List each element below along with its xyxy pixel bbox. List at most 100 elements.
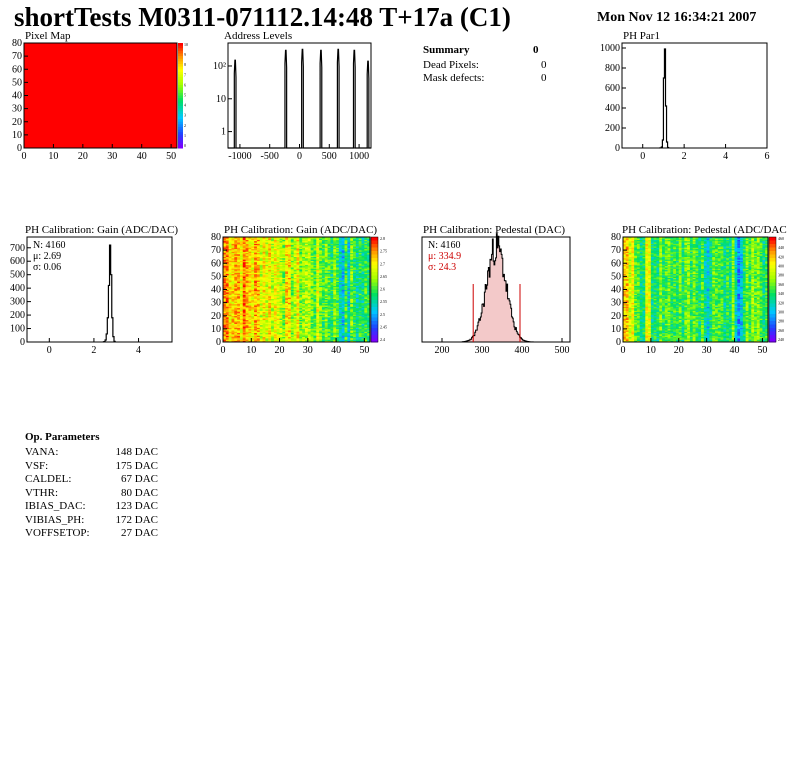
heatmap-cell	[341, 328, 345, 331]
heatmap-cell	[282, 296, 286, 298]
heatmap-cell	[254, 256, 258, 259]
heatmap-cell	[319, 289, 323, 292]
heatmap-cell	[279, 246, 283, 248]
heatmap-cell	[225, 265, 229, 268]
heatmap-cell	[631, 238, 635, 240]
heatmap-cell	[239, 269, 244, 272]
palette-cell	[371, 310, 378, 315]
heatmap-cell	[307, 281, 311, 284]
heatmap-cell	[259, 255, 263, 257]
heatmap-cell	[623, 321, 627, 323]
heatmap-cell	[259, 296, 263, 298]
heatmap-cell	[304, 305, 309, 307]
heatmap-cell	[282, 310, 286, 313]
heatmap-cell	[265, 284, 269, 286]
heatmap-cell	[245, 326, 249, 328]
heatmap-cell	[333, 277, 337, 280]
heatmap-cell	[341, 244, 345, 247]
heatmap-cell	[223, 330, 227, 332]
heatmap-cell	[279, 301, 283, 303]
heatmap-cell	[228, 293, 232, 296]
heatmap-cell	[288, 298, 292, 301]
heatmap-cell	[237, 289, 241, 292]
heatmap-cell	[265, 255, 269, 257]
heatmap-cell	[239, 272, 244, 275]
heatmap-cell	[288, 285, 292, 288]
heatmap-cell	[288, 313, 292, 315]
heatmap-cell	[367, 331, 371, 334]
heatmap-cell	[355, 313, 359, 315]
heatmap-cell	[307, 301, 311, 303]
heatmap-cell	[347, 239, 351, 242]
heatmap-cell	[350, 301, 354, 303]
heatmap-cell	[324, 281, 328, 284]
heatmap-cell	[631, 279, 635, 281]
heatmap-cell	[307, 277, 311, 280]
heatmap-cell	[634, 264, 638, 267]
heatmap-cell	[324, 267, 328, 269]
heatmap-cell	[239, 271, 244, 273]
heatmap-cell	[364, 238, 368, 240]
heatmap-cell	[338, 309, 343, 311]
heatmap-cell	[623, 263, 627, 265]
heatmap-cell	[245, 280, 249, 282]
heatmap-cell	[338, 267, 343, 269]
heatmap-cell	[234, 254, 238, 256]
heatmap-cell	[358, 317, 362, 319]
ph-par1-histogram	[659, 48, 670, 149]
heatmap-cell	[262, 339, 266, 341]
heatmap-cell	[350, 268, 354, 271]
heatmap-cell	[639, 324, 643, 327]
heatmap-cell	[333, 280, 337, 282]
heatmap-cell	[330, 252, 334, 255]
heatmap-cell	[324, 290, 328, 293]
summary-dead-pixels-value: 0	[541, 59, 547, 71]
heatmap-cell	[288, 340, 292, 343]
heatmap-cell	[268, 306, 272, 309]
heatmap-cell	[367, 340, 371, 343]
heatmap-cell	[333, 237, 337, 239]
heatmap-cell	[327, 244, 331, 247]
heatmap-cell	[361, 285, 365, 288]
heatmap-cell	[228, 334, 232, 336]
heatmap-cell	[353, 321, 357, 323]
heatmap-cell	[223, 309, 227, 311]
heatmap-cell	[225, 248, 229, 251]
heatmap-cell	[285, 281, 289, 284]
heatmap-cell	[256, 239, 261, 242]
heatmap-cell	[271, 271, 275, 273]
heatmap-cell	[327, 302, 331, 305]
heatmap-cell	[344, 252, 348, 255]
heatmap-cell	[353, 331, 357, 334]
heatmap-cell	[631, 240, 635, 243]
heatmap-cell	[245, 317, 249, 319]
heatmap-cell	[242, 307, 246, 310]
heatmap-cell	[234, 277, 238, 280]
heatmap-cell	[268, 279, 272, 281]
heatmap-cell	[631, 306, 635, 309]
heatmap-cell	[324, 238, 328, 240]
heatmap-cell	[628, 301, 632, 303]
heatmap-cell	[330, 297, 334, 299]
heatmap-cell	[631, 288, 635, 290]
heatmap-cell	[223, 321, 227, 323]
heatmap-cell	[290, 335, 294, 338]
heatmap-cell	[330, 327, 334, 330]
heatmap-cell	[223, 303, 227, 306]
heatmap-cell	[231, 306, 235, 309]
heatmap-cell	[273, 277, 278, 280]
heatmap-cell	[628, 285, 632, 288]
heatmap-cell	[293, 285, 297, 288]
heatmap-cell	[307, 256, 311, 259]
heatmap-cell	[367, 244, 371, 247]
heatmap-cell	[628, 315, 632, 318]
heatmap-cell	[333, 317, 337, 319]
heatmap-cell	[634, 256, 638, 259]
heatmap-cell	[639, 285, 643, 288]
heatmap-cell	[254, 250, 258, 252]
pixel-map-title: Pixel Map	[25, 30, 71, 42]
heatmap-cell	[296, 314, 300, 317]
heatmap-cell	[223, 317, 227, 319]
heatmap-cell	[254, 300, 258, 302]
heatmap-cell	[634, 239, 638, 242]
